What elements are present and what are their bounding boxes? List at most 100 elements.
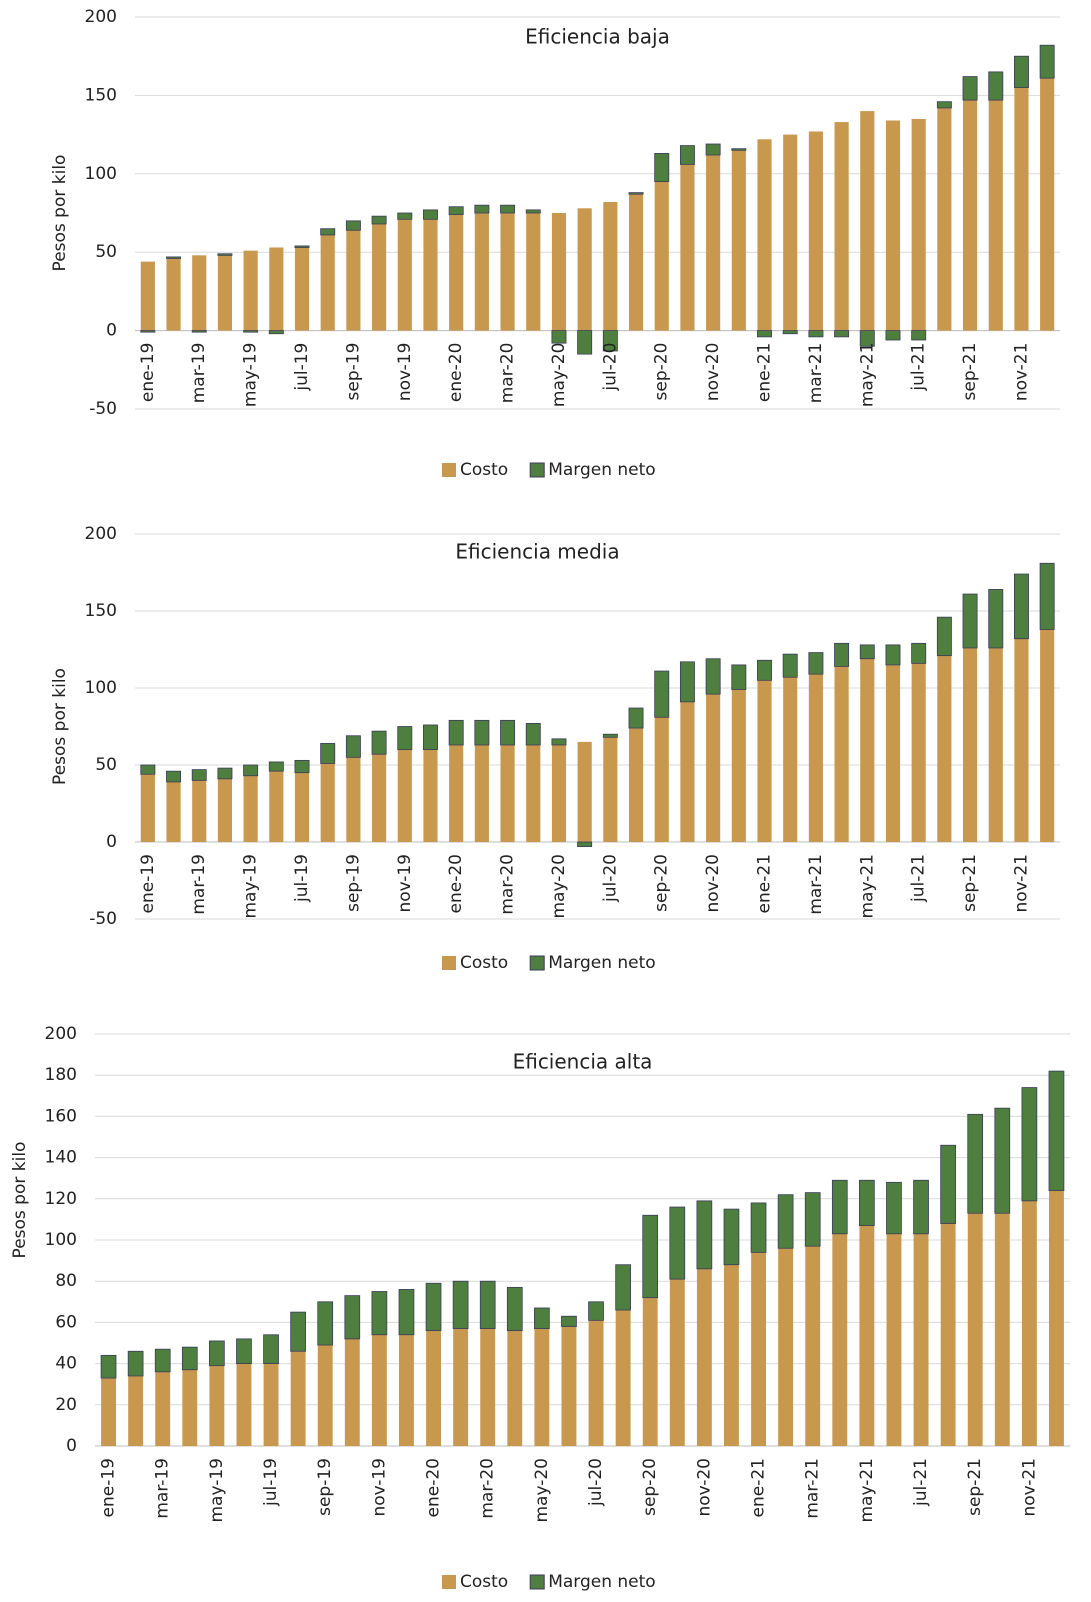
x-tick-label: ene-21 [749, 1458, 769, 1517]
bar [936, 101, 952, 109]
bar [967, 1113, 984, 1214]
bar [345, 220, 361, 231]
bar [452, 1280, 469, 1329]
x-tick-label: sep-20 [640, 1458, 660, 1516]
bar [551, 744, 567, 842]
legend-swatch [529, 462, 545, 478]
x-tick-label: ene-19 [99, 1458, 119, 1517]
y-tick-label: 40 [55, 1354, 77, 1374]
bar [963, 647, 978, 842]
y-tick-label: 200 [45, 1024, 77, 1044]
bar [166, 256, 182, 259]
bar [777, 1194, 794, 1249]
bar [696, 1200, 713, 1270]
bar [994, 1107, 1011, 1214]
x-tick-label: ene-19 [138, 854, 158, 913]
bar [243, 250, 258, 331]
bar [166, 258, 181, 331]
bar [859, 644, 875, 660]
legend-label: Margen neto [548, 953, 656, 973]
x-tick-label: sep-21 [965, 1458, 985, 1516]
bar [911, 663, 926, 842]
bar [962, 593, 978, 649]
x-tick-label: nov-21 [1011, 854, 1031, 913]
bar [269, 247, 284, 331]
x-tick-label: may-20 [549, 343, 569, 408]
bar [602, 330, 618, 352]
x-tick-label: mar-20 [478, 1458, 498, 1519]
bar [371, 1291, 388, 1336]
bar [140, 774, 155, 842]
bar [399, 1334, 414, 1446]
x-tick-label: mar-19 [189, 854, 209, 915]
x-tick-label: may-21 [857, 1458, 877, 1523]
bar [654, 670, 670, 718]
bar [723, 1208, 740, 1266]
y-tick-label: 120 [45, 1189, 77, 1209]
bar [706, 694, 721, 842]
bar [243, 775, 258, 842]
bar [371, 1334, 387, 1446]
bar [1014, 87, 1029, 331]
bar [534, 1328, 550, 1446]
bar [453, 1328, 469, 1446]
bar [397, 726, 413, 751]
bar [397, 219, 412, 331]
bar [561, 1326, 577, 1446]
bar [243, 764, 259, 777]
bar [294, 759, 310, 774]
bar [192, 780, 207, 842]
bar [831, 1179, 848, 1235]
bar [860, 111, 875, 331]
bar [859, 330, 875, 347]
bar [269, 771, 284, 842]
x-tick-label: nov-19 [395, 854, 415, 913]
bar [588, 1320, 604, 1446]
bar [859, 1225, 875, 1446]
bar [474, 213, 489, 331]
bar [705, 143, 721, 156]
bar [757, 680, 772, 842]
y-tick-label: 20 [55, 1395, 77, 1415]
bar [628, 728, 644, 842]
bar [525, 723, 541, 746]
bar [911, 118, 926, 331]
bar [782, 653, 798, 678]
bar [628, 194, 644, 331]
x-tick-label: sep-20 [652, 343, 672, 401]
y-tick-label: 0 [106, 832, 117, 852]
bar [808, 330, 824, 338]
bar [423, 209, 438, 220]
bar [345, 735, 361, 758]
bar [243, 330, 259, 333]
bar [642, 1297, 658, 1446]
bar [500, 204, 516, 214]
bar [885, 664, 901, 842]
bar [911, 330, 927, 341]
bar [449, 214, 464, 331]
bar [191, 330, 207, 333]
bar [602, 733, 618, 738]
x-tick-label: sep-19 [343, 854, 363, 912]
bar [525, 209, 541, 214]
x-tick-label: jul-19 [292, 343, 312, 392]
bar [140, 261, 155, 331]
bar [940, 1223, 956, 1446]
bar [913, 1233, 929, 1446]
x-tick-label: sep-21 [960, 854, 980, 912]
bar [474, 719, 490, 746]
x-tick-label: ene-21 [755, 854, 775, 913]
bar [320, 763, 335, 842]
bar [808, 131, 823, 331]
chart-title: Eficiencia media [455, 540, 619, 564]
x-tick-label: ene-20 [446, 854, 466, 913]
bar [654, 181, 669, 331]
y-tick-label: -50 [89, 909, 117, 929]
bar [988, 589, 1004, 649]
bar [372, 223, 387, 331]
bar [507, 1330, 523, 1446]
bar [782, 330, 798, 335]
bar [994, 1213, 1010, 1446]
bar [217, 255, 232, 331]
